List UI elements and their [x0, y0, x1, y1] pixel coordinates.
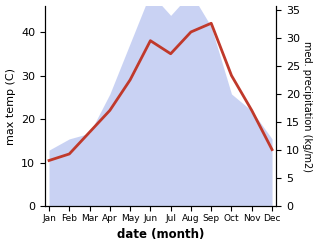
Y-axis label: med. precipitation (kg/m2): med. precipitation (kg/m2) — [302, 41, 313, 171]
Y-axis label: max temp (C): max temp (C) — [5, 67, 16, 144]
X-axis label: date (month): date (month) — [117, 228, 204, 242]
